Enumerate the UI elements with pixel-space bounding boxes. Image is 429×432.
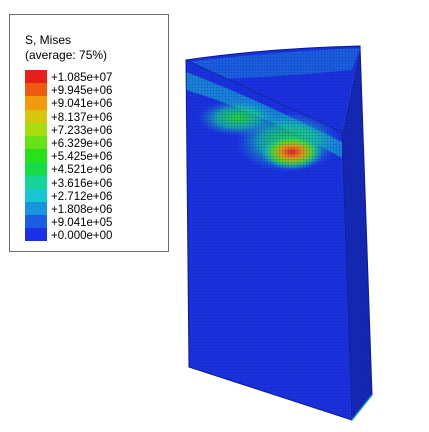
legend-level-label: +3.616e+06 bbox=[51, 177, 113, 190]
legend-subtitle: (average: 75%) bbox=[25, 48, 108, 62]
legend-level-label: +2.712e+06 bbox=[51, 190, 113, 203]
legend-level: +0.000e+00 bbox=[25, 228, 165, 243]
legend-level-label: +1.808e+06 bbox=[51, 203, 113, 216]
legend-level: +9.041e+06 bbox=[25, 96, 165, 111]
legend-level: +1.085e+07 bbox=[25, 70, 165, 84]
legend-level-label: +6.329e+06 bbox=[51, 137, 113, 150]
legend-swatch bbox=[25, 228, 47, 242]
legend-level-label: +0.000e+00 bbox=[51, 230, 113, 243]
legend-swatch bbox=[25, 70, 47, 84]
legend-level: +2.712e+06 bbox=[25, 188, 165, 203]
legend-level-label: +5.425e+06 bbox=[51, 151, 113, 164]
legend-swatch bbox=[25, 215, 47, 229]
legend-level-label: +1.085e+07 bbox=[51, 72, 113, 84]
legend-level: +8.137e+06 bbox=[25, 109, 165, 124]
legend-level-label: +9.041e+06 bbox=[51, 98, 113, 111]
legend-level-label: +9.041e+05 bbox=[51, 217, 113, 230]
legend-swatch bbox=[25, 122, 47, 136]
legend-swatch bbox=[25, 96, 47, 110]
legend-swatch bbox=[25, 188, 47, 202]
legend-swatch bbox=[25, 83, 47, 97]
legend-swatch bbox=[25, 135, 47, 150]
legend-level-label: +4.521e+06 bbox=[51, 164, 113, 177]
legend-level: +7.233e+06 bbox=[25, 122, 165, 137]
legend-color-scale: +1.085e+07 +9.945e+06 +9.041e+06 +8.137e… bbox=[25, 70, 165, 243]
legend-level: +9.041e+05 bbox=[25, 215, 165, 230]
legend-swatch bbox=[25, 109, 47, 123]
legend-level: +9.945e+06 bbox=[25, 83, 165, 98]
legend-level: +5.425e+06 bbox=[25, 149, 165, 164]
legend-level: +3.616e+06 bbox=[25, 175, 165, 190]
legend-swatch bbox=[25, 175, 47, 189]
stress-legend: S, Mises (average: 75%) +1.085e+07 +9.94… bbox=[9, 14, 169, 252]
legend-swatch bbox=[25, 201, 47, 216]
legend-swatch bbox=[25, 149, 47, 163]
legend-level: +6.329e+06 bbox=[25, 135, 165, 150]
legend-level: +4.521e+06 bbox=[25, 162, 165, 177]
legend-level: +1.808e+06 bbox=[25, 201, 165, 216]
legend-level-label: +9.945e+06 bbox=[51, 85, 113, 98]
legend-level-label: +8.137e+06 bbox=[51, 111, 113, 124]
legend-level-label: +7.233e+06 bbox=[51, 124, 113, 137]
legend-title: S, Mises bbox=[25, 33, 72, 47]
legend-swatch bbox=[25, 162, 47, 176]
